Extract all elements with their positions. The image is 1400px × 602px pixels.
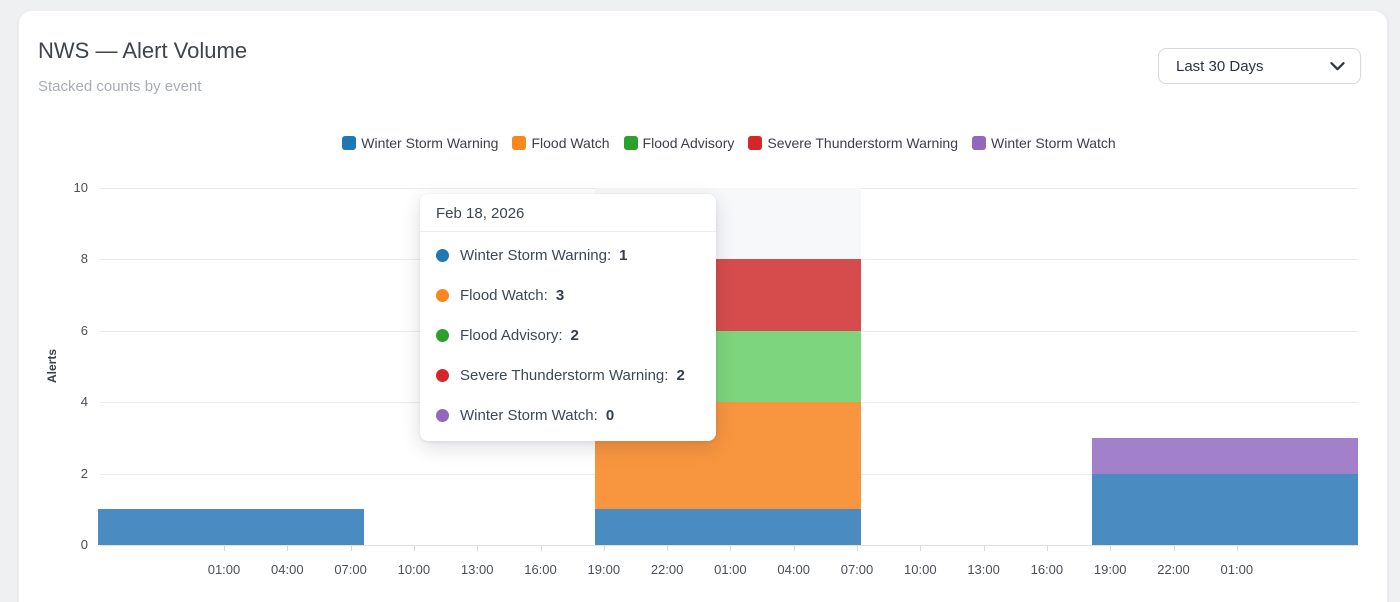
tooltip-rows: Winter Storm Warning: 1 Flood Watch: 3 Flood… — [420, 232, 716, 441]
chevron-down-icon — [1330, 61, 1345, 71]
x-tick — [287, 545, 289, 551]
x-tick-label: 04:00 — [777, 562, 810, 577]
legend-item-flood-watch[interactable]: Flood Watch — [512, 135, 610, 151]
legend-label: Severe Thunderstorm Warning — [767, 135, 958, 151]
x-tick — [350, 545, 352, 551]
x-tick-label: 19:00 — [587, 562, 621, 577]
page-title: NWS — Alert Volume — [38, 38, 248, 63]
series-dot-icon — [436, 248, 449, 262]
tooltip-row-label: Winter Storm Watch: — [460, 406, 598, 424]
tooltip-row: Severe Thunderstorm Warning: 2 — [436, 355, 700, 395]
y-tick-label: 6 — [80, 322, 88, 338]
legend-item-flood-advisory[interactable]: Flood Advisory — [623, 135, 735, 151]
bar-segment-winter-storm-warning[interactable] — [1092, 473, 1358, 545]
legend-swatch — [972, 136, 986, 150]
chart-legend: Winter Storm Warning Flood Watch Flood Adv… — [100, 135, 1358, 151]
legend-item-winter-storm-warning[interactable]: Winter Storm Warning — [342, 135, 498, 151]
page-subtitle: Stacked counts by event — [38, 78, 202, 95]
tooltip-row-label: Flood Advisory: — [460, 326, 563, 344]
legend-swatch — [623, 136, 638, 150]
legend-label: Winter Storm Watch — [991, 135, 1116, 151]
y-tick-label: 0 — [80, 537, 88, 552]
x-tick-label: 07:00 — [334, 562, 367, 577]
x-tick-label: 10:00 — [397, 562, 431, 577]
x-tick — [1236, 545, 1238, 551]
tooltip-row-value: 2 — [570, 326, 579, 344]
tooltip-row-value: 0 — [605, 406, 615, 424]
legend-item-winter-storm-watch[interactable]: Winter Storm Watch — [972, 135, 1116, 151]
legend-swatch — [342, 136, 357, 150]
x-tick — [224, 545, 225, 551]
tooltip-row-value: 1 — [619, 246, 628, 264]
x-tick-label: 13:00 — [967, 562, 1000, 577]
x-tick-label: 10:00 — [904, 562, 937, 577]
x-tick — [1046, 545, 1048, 551]
x-tick — [1173, 545, 1175, 551]
date-range-value: Last 30 Days — [1176, 57, 1264, 75]
tooltip-date: Feb 18, 2026 — [420, 194, 716, 232]
tooltip-row: Winter Storm Warning: 1 — [436, 235, 700, 275]
y-tick-label: 10 — [73, 180, 88, 195]
x-tick — [857, 545, 858, 551]
tooltip-row-label: Severe Thunderstorm Warning: — [460, 366, 669, 384]
y-tick-label: 4 — [80, 394, 88, 410]
legend-swatch — [748, 136, 763, 150]
legend-label: Flood Advisory — [642, 135, 735, 151]
y-tick-label: 8 — [80, 251, 88, 267]
tooltip-row-value: 3 — [555, 286, 565, 304]
x-tick-label: 07:00 — [840, 562, 874, 577]
series-dot-icon — [436, 368, 449, 382]
x-tick-label: 01:00 — [207, 562, 241, 577]
y-tick-label: 2 — [80, 465, 88, 481]
date-range-dropdown[interactable]: Last 30 Days — [1158, 48, 1361, 84]
tooltip-row: Flood Advisory: 2 — [436, 315, 700, 355]
series-dot-icon — [436, 328, 449, 342]
series-dot-icon — [436, 288, 449, 302]
x-tick — [540, 545, 542, 551]
tooltip-row: Winter Storm Watch: 0 — [436, 395, 700, 435]
x-tick-label: 13:00 — [460, 562, 494, 577]
x-tick-label: 22:00 — [650, 562, 684, 577]
x-tick-label: 01:00 — [714, 562, 747, 577]
x-tick — [667, 545, 669, 551]
x-tick-label: 01:00 — [1220, 562, 1254, 577]
bar-segment-winter-storm-warning[interactable] — [595, 509, 861, 545]
legend-item-severe-thunderstorm-warning[interactable]: Severe Thunderstorm Warning — [748, 135, 958, 151]
legend-label: Flood Watch — [531, 135, 610, 151]
tooltip-row-label: Winter Storm Warning: — [460, 246, 612, 264]
x-tick-label: 16:00 — [524, 562, 557, 577]
tooltip-row-label: Flood Watch: — [460, 286, 548, 304]
legend-swatch — [512, 136, 527, 150]
x-tick — [413, 545, 415, 551]
legend-label: Winter Storm Warning — [361, 135, 499, 151]
x-tick-label: 16:00 — [1030, 562, 1064, 577]
x-tick — [1110, 545, 1112, 551]
tooltip-row: Flood Watch: 3 — [436, 275, 700, 315]
x-tick-label: 19:00 — [1093, 562, 1127, 577]
x-tick — [793, 545, 795, 551]
tooltip-row-value: 2 — [676, 366, 685, 384]
series-dot-icon — [436, 408, 449, 422]
y-axis-title: Alerts — [45, 348, 59, 384]
x-tick-label: 22:00 — [1157, 562, 1190, 577]
x-axis-line — [100, 545, 1358, 546]
x-tick — [983, 545, 985, 551]
x-tick — [477, 545, 479, 551]
bar-segment-winter-storm-warning[interactable] — [98, 509, 364, 545]
x-tick — [730, 545, 732, 551]
x-tick — [603, 545, 605, 551]
chart-tooltip: Feb 18, 2026 Winter Storm Warning: 1 Flood… — [420, 194, 716, 441]
bar-segment-winter-storm-watch[interactable] — [1092, 437, 1358, 474]
x-tick-label: 04:00 — [271, 562, 304, 577]
x-tick — [920, 545, 922, 551]
